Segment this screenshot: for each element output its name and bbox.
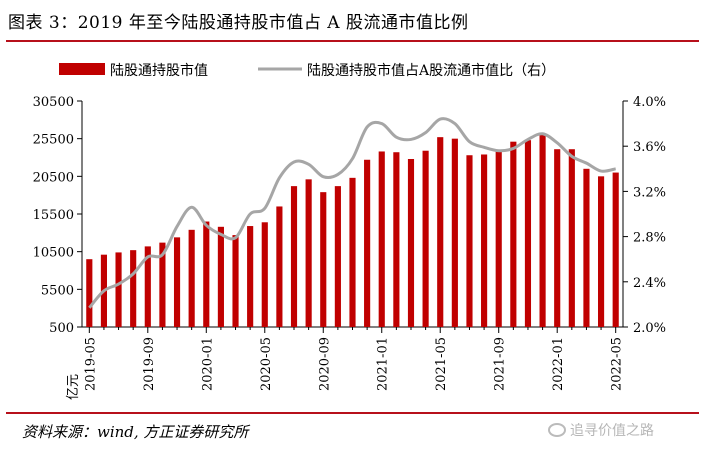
bar [481,154,488,327]
y-right-tick-label: 3.6% [633,140,666,155]
x-tick-label: 2022-01 [551,337,566,391]
x-tick-label: 2020-05 [259,337,274,391]
watermark: 追寻价值之路 [548,420,654,440]
bar [261,222,268,327]
wechat-icon [548,423,566,437]
legend: 陆股通持股市值 陆股通持股市值占A股流通市值比（右） [59,62,555,79]
y-right-tick-label: 3.2% [633,185,666,200]
bar [247,226,254,327]
bar [349,177,356,327]
bar [437,137,444,327]
footer-divider [6,412,699,414]
ratio-line [88,117,616,309]
bar [188,229,195,327]
bar [144,246,151,327]
x-tick-label: 2021-05 [434,337,449,391]
y-right-tick-label: 2.8% [633,231,666,246]
y-left-tick-label: 500 [49,321,74,336]
bar [612,172,619,327]
legend-line-label: 陆股通持股市值占A股流通市值比（右） [307,62,555,79]
bar [597,176,605,327]
bar [217,226,224,327]
bar [115,252,122,327]
bar [539,133,546,327]
bar [232,235,239,327]
watermark-text: 追寻价值之路 [570,423,654,439]
bar [159,242,166,327]
y-left-tick-label: 25500 [33,133,74,148]
line-series [88,117,616,309]
bar [320,192,327,327]
bar [524,140,532,327]
bar [378,151,385,327]
bar [86,259,93,327]
bar [407,159,415,327]
bar [510,141,517,327]
bar [334,186,341,327]
bar [393,152,400,327]
y-left-tick-label: 10500 [33,246,74,261]
title-divider [6,40,699,42]
y-left-tick-label: 15500 [33,208,74,223]
bar [276,206,283,327]
x-tick-label: 2020-09 [317,337,332,391]
bar [554,149,561,327]
bar [173,237,181,327]
chart-area: 陆股通持股市值 陆股通持股市值占A股流通市值比（右） 500 5500 10500 1… [33,62,666,400]
x-tick-label: 2022-05 [610,337,625,391]
x-tick-label: 2020-01 [200,337,215,391]
bar [364,159,371,327]
x-tick-label: 2019-09 [142,337,157,391]
y-unit-label: 亿元 [66,374,81,400]
bar [583,168,590,327]
source-note: 资料来源：wind, 方正证券研究所 [22,423,249,441]
x-tick-label: 2021-09 [493,337,508,391]
y-left-tick-label: 30500 [33,95,74,110]
x-tick-label: 2021-01 [376,337,391,391]
bar [422,150,429,327]
legend-bar-swatch [59,63,105,75]
y-left-tick-label: 20500 [33,170,74,185]
bar [451,138,458,327]
bar [568,149,575,327]
bar [203,221,210,327]
axes: 500 5500 10500 15500 20500 25500 30500 2.0% 2.4%… [33,95,666,391]
y-right-tick-label: 4.0% [633,95,666,110]
bar [290,186,298,327]
x-tick-label: 2019-05 [83,337,98,391]
bar [495,149,502,327]
y-right-tick-label: 2.0% [633,321,666,336]
legend-bar-label: 陆股通持股市值 [110,62,208,79]
chart-title: 图表 3：2019 年至今陆股通持股市值占 A 股流通市值比例 [8,13,469,33]
bar [305,179,312,327]
bar [466,155,473,327]
y-left-tick-label: 5500 [41,283,74,298]
y-right-tick-label: 2.4% [633,276,666,291]
bar [130,250,137,327]
bar-series [86,133,619,327]
